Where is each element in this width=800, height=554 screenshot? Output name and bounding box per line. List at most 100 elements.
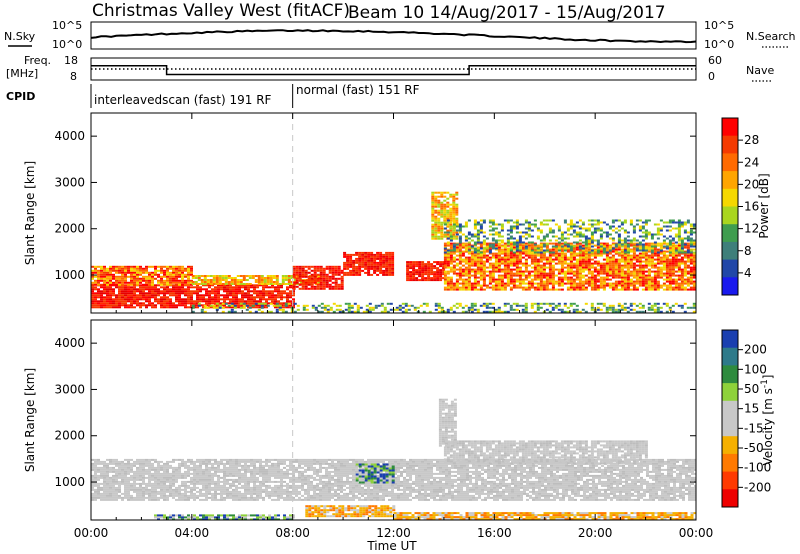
power-cell [518,284,522,287]
power-cell [488,246,492,249]
power-cell [692,284,696,287]
power-cell [515,308,519,311]
power-cell [500,227,504,230]
power-cell [340,277,344,280]
power-cell [464,260,468,263]
power-cell [518,270,522,273]
power-cell [491,227,495,230]
power-cell [506,254,510,257]
power-cell [458,260,462,263]
power-cell [307,287,311,290]
power-cell [446,256,450,259]
power-cell [527,272,531,275]
velocity-cell [142,476,145,479]
power-cell [190,267,193,270]
power-cell [491,264,495,267]
power-cell [202,288,205,291]
power-cell [100,279,103,282]
power-cell [677,223,681,226]
power-cell [470,262,474,265]
power-cell [476,280,480,283]
freq-unit: [MHz] [6,67,38,80]
power-cell [440,225,444,228]
power-cell [449,254,453,257]
power-cell [557,254,561,257]
power-cell [611,260,615,263]
power-cell [530,304,534,307]
power-cell [449,260,453,263]
power-cell [169,277,172,280]
power-cell [671,227,675,230]
power-cell [572,308,576,311]
power-cell [599,250,603,253]
power-cell [94,265,97,268]
power-cell [247,286,250,289]
power-cell [238,284,241,287]
power-cell [364,259,368,262]
power-cell [524,250,528,253]
power-cell [632,308,636,311]
power-cell [677,231,681,234]
power-cell [560,258,564,261]
power-cell [118,306,121,309]
power-cell [692,274,696,277]
power-cell [172,275,175,278]
power-cell [292,298,295,301]
power-cell [566,223,570,226]
power-cell [617,288,621,291]
power-cell [440,203,444,206]
power-cell [596,252,600,255]
power-cell [503,254,507,257]
power-cell [100,292,103,295]
velocity-cell [97,494,100,497]
power-cell [268,302,271,305]
power-cell [494,262,498,265]
power-cell [223,304,226,307]
velocity-cell [130,474,133,477]
power-cell [452,250,456,253]
power-cell [527,223,531,226]
power-cell [112,275,115,278]
power-cell [187,281,190,284]
power-cell [421,267,425,270]
velocity-cell [91,496,94,499]
power-cell [121,267,124,270]
power-cell [373,265,377,268]
power-cell [437,302,441,305]
power-cell [626,274,630,277]
power-cell [343,271,347,274]
power-cell [647,308,651,311]
power-cell [470,258,474,261]
power-cell [575,258,579,261]
power-cell [602,249,606,252]
power-cell [479,304,483,307]
power-cell [638,229,642,232]
power-cell [554,262,558,265]
power-cell [157,294,160,297]
power-cell [385,257,389,260]
power-cell [136,277,139,280]
power-cell [509,262,513,265]
power-cell [440,235,444,238]
power-cell [338,304,342,307]
power-cell [295,271,299,274]
power-cell [434,237,438,240]
power-cell [635,286,639,289]
power-cell [596,244,600,247]
power-cell [374,306,378,309]
power-cell [214,294,217,297]
power-cell [184,269,187,272]
power-cell [145,271,148,274]
velocity-cell [94,478,97,481]
power-cell [668,219,672,222]
power-cell [190,279,193,282]
power-cell [157,269,160,272]
power-cell [286,292,289,295]
power-cell [683,229,687,232]
power-cell [205,300,208,303]
power-cell [578,245,582,248]
power-cell [301,279,305,282]
power-cell [557,241,561,244]
power-cell [614,308,618,311]
power-cell [614,219,618,222]
